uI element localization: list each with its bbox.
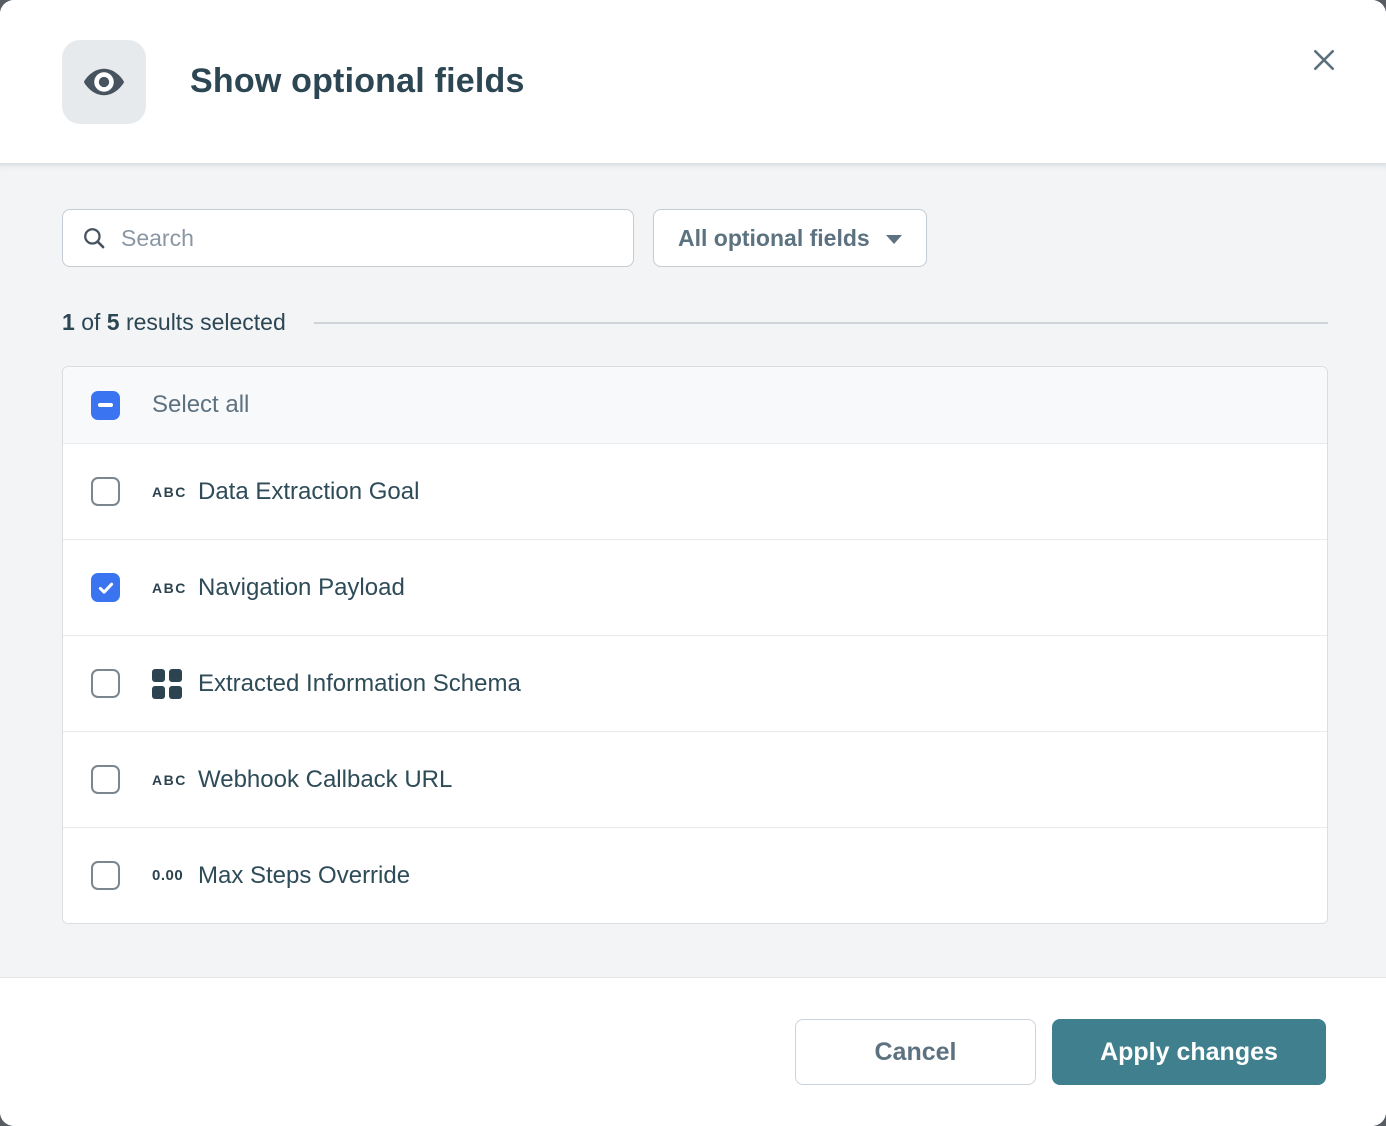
field-filter-dropdown[interactable]: All optional fields xyxy=(653,209,927,267)
search-box[interactable] xyxy=(62,209,634,267)
dialog-body: All optional fields 1 of 5 results selec… xyxy=(0,163,1386,978)
select-all-checkbox[interactable] xyxy=(91,390,120,420)
field-row[interactable]: ABC Navigation Payload xyxy=(63,539,1327,635)
field-checkbox[interactable] xyxy=(91,765,120,794)
eye-icon xyxy=(84,68,124,95)
results-summary: 1 of 5 results selected xyxy=(62,309,286,335)
indeterminate-minus-icon xyxy=(98,403,113,407)
field-label: Navigation Payload xyxy=(198,573,405,601)
dialog-footer: Cancel Apply changes xyxy=(0,978,1386,1126)
field-checkbox[interactable] xyxy=(91,573,120,602)
field-label: Data Extraction Goal xyxy=(198,477,420,505)
text-type-icon: ABC xyxy=(152,771,187,788)
chevron-down-icon xyxy=(885,235,902,244)
fields-list: Select all ABC Data Extraction Goal ABC … xyxy=(62,366,1328,924)
close-button[interactable] xyxy=(1304,40,1344,80)
total-count: 5 xyxy=(106,309,120,335)
field-label: Webhook Callback URL xyxy=(198,765,453,793)
controls-row: All optional fields xyxy=(62,209,1328,267)
select-all-label: Select all xyxy=(152,391,250,418)
field-checkbox[interactable] xyxy=(91,669,120,698)
eye-icon-tile xyxy=(62,39,146,124)
apply-changes-button[interactable]: Apply changes xyxy=(1052,1019,1326,1085)
field-checkbox[interactable] xyxy=(91,861,120,890)
text-type-icon: ABC xyxy=(152,483,187,500)
field-label: Max Steps Override xyxy=(198,861,411,889)
results-suffix: results selected xyxy=(125,309,286,335)
grid-type-icon xyxy=(152,668,198,699)
results-divider xyxy=(313,321,1328,324)
text-type-icon: ABC xyxy=(152,579,187,596)
dialog-header: Show optional fields xyxy=(0,0,1386,163)
checkmark-icon xyxy=(98,582,113,594)
field-filter-label: All optional fields xyxy=(678,224,870,251)
results-row: 1 of 5 results selected xyxy=(62,309,1328,336)
field-row[interactable]: ABC Webhook Callback URL xyxy=(63,731,1327,827)
search-icon xyxy=(84,228,105,249)
field-row[interactable]: Extracted Information Schema xyxy=(63,635,1327,731)
field-checkbox[interactable] xyxy=(91,477,120,506)
field-row[interactable]: ABC Data Extraction Goal xyxy=(63,443,1327,539)
select-all-row[interactable]: Select all xyxy=(63,367,1327,443)
search-input[interactable] xyxy=(121,224,615,252)
cancel-button[interactable]: Cancel xyxy=(795,1019,1036,1085)
selected-count: 1 xyxy=(62,309,75,335)
field-row[interactable]: 0.00 Max Steps Override xyxy=(63,827,1327,923)
field-label: Extracted Information Schema xyxy=(198,669,521,697)
number-type-icon: 0.00 xyxy=(152,867,184,884)
close-icon xyxy=(1313,49,1335,71)
dialog-title: Show optional fields xyxy=(190,62,525,100)
